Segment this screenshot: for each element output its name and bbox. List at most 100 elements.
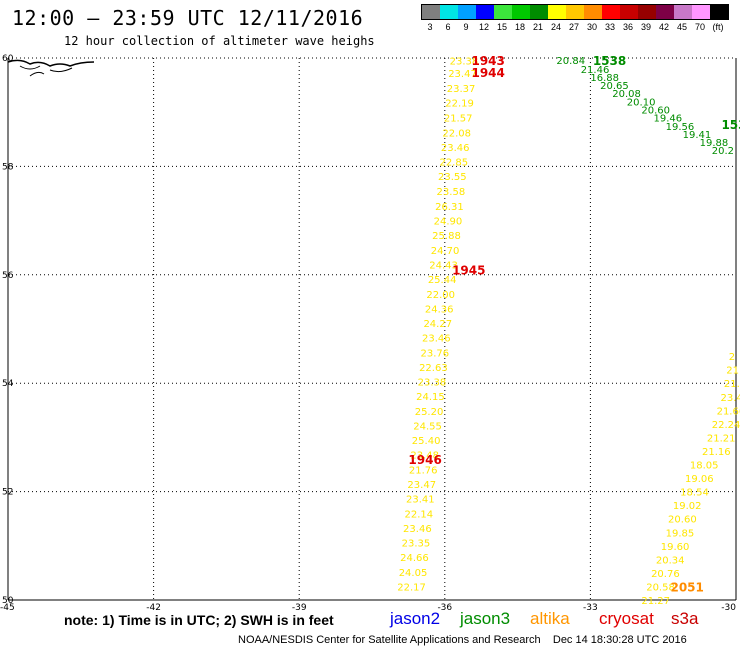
swh-value: 21.21 (707, 433, 736, 444)
legend-label: 21 (532, 22, 543, 32)
swh-value: 24.55 (413, 421, 442, 432)
swh-value: 20.60 (668, 515, 697, 526)
lon-tick-label: -36 (437, 603, 452, 613)
satellite-jason2: jason2 (390, 609, 441, 628)
swh-value: 20.08 (612, 89, 641, 100)
lat-tick-label: 54 (2, 379, 14, 389)
legend-label: 33 (604, 22, 615, 32)
lat-tick-label: 60 (2, 54, 14, 64)
legend-swatch (422, 5, 440, 19)
swh-value: 25.40 (412, 436, 441, 447)
lat-tick-label: 58 (2, 162, 14, 172)
swh-value: 23.37 (447, 84, 476, 95)
swh-value: 25.44 (428, 275, 457, 286)
swh-value: 20.65 (600, 81, 629, 92)
axis-labels: 60 58 56 54 52 50-45 -42 -39 -36 -33 -30 (0, 54, 736, 613)
swh-value: 19.88 (700, 138, 729, 149)
swh-value: 23.55 (438, 172, 467, 183)
legend-swatch (620, 5, 638, 19)
swh-value: 21.46 (581, 65, 610, 76)
pass-time-label: 2051 (670, 580, 703, 594)
swh-value: 21.66 (717, 406, 740, 417)
legend-label: 18 (514, 22, 525, 32)
legend-swatch (710, 5, 728, 19)
legend-labels: 3 6 9 12 15 18 21 24 27 30 33 36 39 42 45 70 (ft) (421, 22, 729, 32)
lon-tick-label: -45 (0, 603, 15, 613)
lat-tick-label: 56 (2, 271, 14, 281)
swh-value: 22.14 (405, 509, 434, 520)
swh-value: 24.05 (399, 568, 428, 579)
swh-value: 23.40 (720, 393, 740, 404)
swh-value: 20.76 (651, 569, 680, 580)
legend-swatch (602, 5, 620, 19)
swh-value: 23.47 (407, 480, 436, 491)
swh-value: 24.36 (425, 304, 454, 315)
swh-value: 18.54 (680, 488, 709, 499)
swh-value: 23.47 (448, 69, 477, 80)
legend-swatch (638, 5, 656, 19)
satellite-tracks: 23.3823.4723.3722.1921.5722.0823.4622.85… (397, 56, 740, 607)
greenland-coastline (7, 59, 95, 77)
pass-time-label: 1539 (721, 118, 740, 132)
swh-value: 21. (724, 379, 740, 390)
swh-value: 21.57 (444, 114, 473, 125)
legend-swatch (494, 5, 512, 19)
lon-tick-label: -33 (583, 603, 598, 613)
page-subtitle: 12 hour collection of altimeter wave hei… (64, 34, 375, 48)
swh-value: 19.41 (683, 130, 712, 141)
swh-value: 22.63 (419, 363, 448, 374)
swh-value: 21.16 (702, 447, 731, 458)
swh-value: 22.85 (439, 158, 468, 169)
satellite-altika: altika (530, 609, 570, 628)
legend-swatch (674, 5, 692, 19)
swh-value: 23.38 (450, 57, 479, 68)
legend-label: 12 (478, 22, 489, 32)
legend-color-bar (421, 4, 729, 20)
legend-label: 6 (445, 22, 451, 32)
swh-value: 23.46 (441, 143, 470, 154)
pass-time-label: 1946 (408, 453, 441, 467)
swh-value: 24.66 (400, 553, 429, 564)
lat-tick-label: 50 (2, 596, 14, 606)
swh-value: 21 (726, 366, 739, 377)
legend-swatch (548, 5, 566, 19)
legend-label: 24 (550, 22, 561, 32)
swh-value: 22.24 (712, 420, 740, 431)
legend-label: (ft) (712, 22, 724, 32)
swh-value: 19.85 (666, 528, 695, 539)
legend-label: 39 (640, 22, 651, 32)
legend-swatch (458, 5, 476, 19)
legend-swatch (566, 5, 584, 19)
legend-label: 30 (586, 22, 597, 32)
legend-label: 42 (658, 22, 669, 32)
swh-value: 24.27 (423, 319, 452, 330)
pass-time-label: 1538 (593, 54, 626, 68)
legend-label: 45 (676, 22, 687, 32)
swh-value: 20.58 (646, 582, 675, 593)
legend-label: 15 (496, 22, 507, 32)
satellite-s3a: s3a (671, 609, 699, 628)
legend-swatch (512, 5, 530, 19)
lon-tick-label: -39 (292, 603, 307, 613)
satellite-cryosat: cryosat (599, 609, 654, 628)
footnote: note: 1) Time is in UTC; 2) SWH is in fe… (64, 612, 334, 628)
swh-value: 20.2 (712, 146, 734, 157)
swh-value: 20.60 (641, 105, 670, 116)
pass-time-label: 1944 (471, 66, 504, 80)
swh-value: 20.10 (627, 97, 656, 108)
swh-value: 23.58 (437, 187, 466, 198)
legend-swatch (656, 5, 674, 19)
swh-value: 19.56 (666, 122, 695, 133)
swh-value: 21.27 (641, 596, 670, 607)
pass-time-label: 1945 (452, 263, 485, 277)
satellite-jason3: jason3 (460, 609, 511, 628)
swh-value: 23.48 (410, 451, 439, 462)
legend-swatch (440, 5, 458, 19)
swh-value: 23.41 (406, 495, 435, 506)
credit-line: NOAA/NESDIS Center for Satellite Applica… (238, 634, 687, 646)
swh-value: 25.88 (432, 231, 461, 242)
swh-value: 26.31 (435, 202, 464, 213)
legend-label: 27 (568, 22, 579, 32)
swh-value: 24.43 (429, 261, 458, 272)
